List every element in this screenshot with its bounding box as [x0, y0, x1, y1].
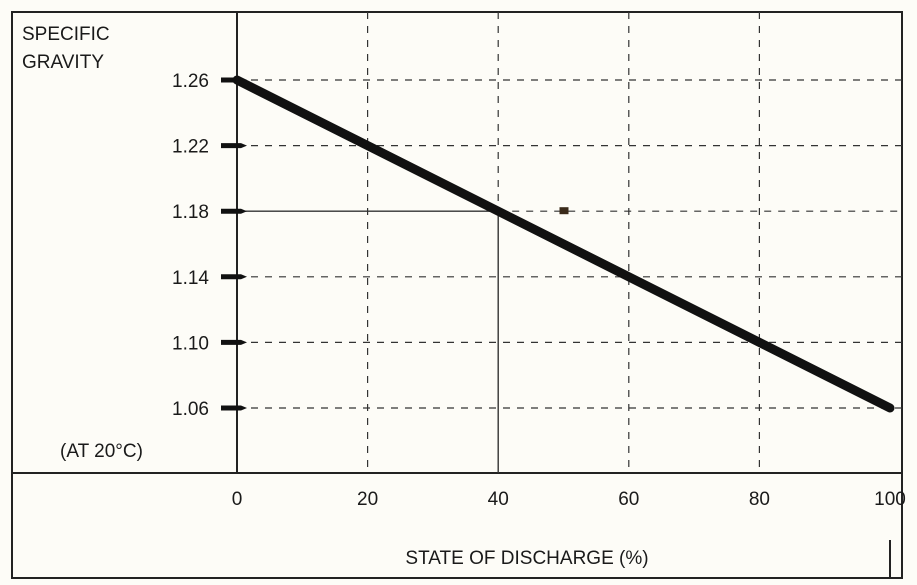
x-tick-label: 40	[488, 489, 509, 510]
y-axis-label-line-1: SPECIFIC	[22, 24, 110, 45]
grid-lines	[237, 12, 902, 473]
x-tick-label: 0	[232, 489, 243, 510]
y-tick-mark	[221, 143, 247, 149]
x-tick-label: 80	[749, 489, 770, 510]
x-tick-label: 60	[618, 489, 639, 510]
y-tick-mark	[221, 339, 247, 345]
series-line	[232, 75, 895, 413]
x-tick-label: 20	[357, 489, 378, 510]
y-axis-label-line-2: GRAVITY	[22, 52, 104, 73]
chart-frame	[11, 11, 903, 579]
x-tick-label: 100	[874, 489, 906, 510]
reference-lines	[237, 210, 499, 473]
series-layer	[232, 75, 895, 413]
y-tick-mark	[221, 274, 247, 280]
y-tick-label: 1.26	[172, 71, 209, 92]
y-tick-label: 1.14	[172, 268, 209, 289]
y-tick-mark	[221, 208, 247, 214]
ink-speck	[559, 207, 569, 215]
y-tick-label: 1.22	[172, 137, 209, 158]
y-tick-label: 1.06	[172, 399, 209, 420]
y-tick-label: 1.18	[172, 202, 209, 223]
y-ticks: 1.26 1.22 1.18 1.14 1.10 1.06	[172, 71, 247, 420]
x-axis-label: STATE OF DISCHARGE (%)	[405, 548, 648, 569]
temperature-note: (AT 20°C)	[60, 441, 143, 462]
x-ticks: 0 20 40 60 80 100	[232, 489, 906, 510]
y-tick-label: 1.10	[172, 333, 209, 354]
y-tick-mark	[221, 405, 247, 411]
